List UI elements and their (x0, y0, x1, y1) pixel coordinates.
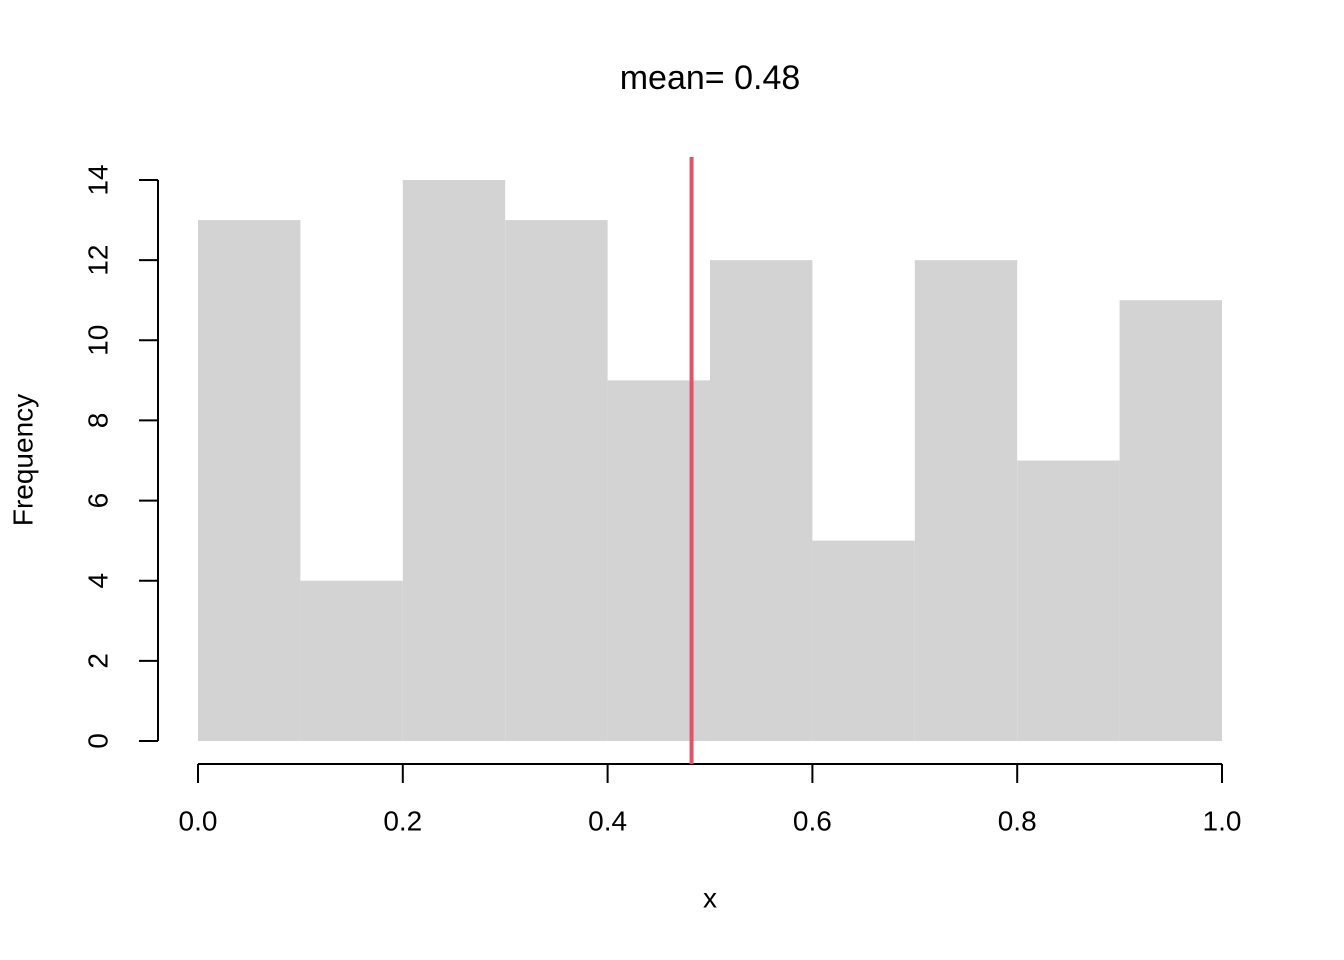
y-tick-label: 6 (82, 493, 113, 509)
y-tick-label: 8 (82, 413, 113, 429)
bar (1017, 460, 1120, 741)
bar (607, 380, 710, 741)
x-tick-label: 0.8 (998, 805, 1037, 836)
bar (402, 180, 506, 741)
y-tick-label: 4 (82, 573, 113, 589)
bar (812, 540, 915, 741)
y-tick-label: 14 (82, 164, 113, 195)
bar (198, 220, 301, 742)
y-axis-label: Frequency (7, 394, 38, 526)
chart-title: mean= 0.48 (620, 59, 801, 97)
x-tick-label: 1.0 (1203, 805, 1242, 836)
bar (300, 580, 403, 741)
bar (1119, 300, 1222, 741)
x-tick-label: 0.6 (793, 805, 832, 836)
y-tick-label: 0 (82, 733, 113, 749)
y-tick-label: 10 (82, 325, 113, 356)
bar (505, 220, 608, 742)
x-tick-label: 0.0 (179, 805, 218, 836)
bar (710, 260, 813, 741)
x-tick-label: 0.4 (588, 805, 627, 836)
x-axis-label: x (703, 882, 717, 913)
y-tick-label: 12 (82, 245, 113, 276)
bar (914, 260, 1018, 741)
x-tick-label: 0.2 (383, 805, 422, 836)
y-tick-label: 2 (82, 653, 113, 669)
